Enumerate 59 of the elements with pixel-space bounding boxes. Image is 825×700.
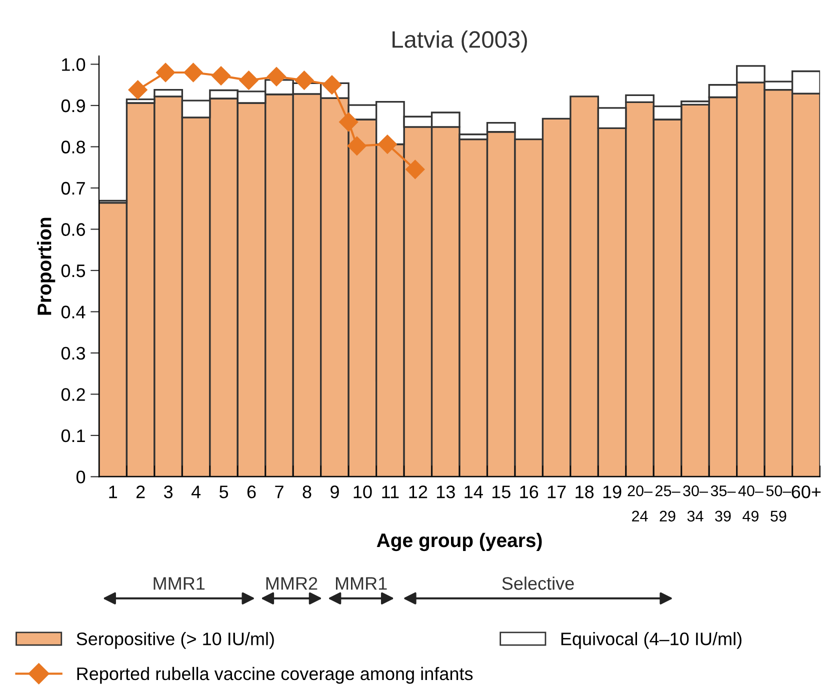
x-axis-title: Age group (years) [376,532,542,552]
x-tick-label: 17 [548,486,566,498]
y-tick-label: 0.8 [61,140,86,154]
point [128,80,148,100]
y-axis-title: Proportion [37,218,56,315]
point [322,75,342,94]
x-tick-label: 20– 24 [628,485,653,522]
x-tick-label: 2 [136,486,145,498]
y-tick-label: 0.5 [61,264,86,278]
point [239,70,258,90]
y-tick-label: 0.3 [61,346,86,360]
point [294,70,314,90]
x-tick-label: 13 [436,486,455,498]
x-tick-label: 6 [247,486,256,498]
x-tick-label: 7 [275,486,284,498]
point [211,66,231,86]
x-tick-label: 9 [330,486,339,498]
y-tick-label: 0.1 [61,429,85,442]
point [156,62,176,82]
text: MMR1 [154,577,205,590]
x-tick-label: 50– 59 [766,485,792,522]
y-tick-label: 0.7 [61,182,85,195]
point [406,160,425,179]
legend-label: Reported rubella vaccine coverage among infants [77,666,473,684]
y-tick-label: 0.2 [61,388,85,401]
point [184,62,203,82]
point [339,112,358,132]
x-tick-label: 19 [603,486,622,498]
text: Selective [502,576,574,590]
x-tick-label: 11 [382,486,399,498]
x-tick-label: 3 [164,486,173,498]
x-tick-label: 8 [302,486,312,498]
x-tick-label: 16 [520,486,538,498]
x-tick-label: 15 [492,486,510,498]
x-tick-label: 5 [220,486,228,498]
x-tick-label: 25– 29 [656,485,680,522]
point [378,134,397,154]
x-tick-label: 1 [109,486,118,498]
legend-label: Seropositive (> 10 IU/ml) [76,632,274,649]
y-tick-label: 0.6 [61,223,86,236]
y-tick-label: 0.9 [61,99,85,112]
x-tick-label: 40– 49 [738,485,764,522]
y-tick-label: 1.0 [62,58,86,71]
text: MMR1 [336,577,387,590]
x-tick-label: 4 [191,486,201,498]
x-tick-label: 12 [409,486,428,498]
legend-label: Equivocal (4–10 IU/ml) [561,632,742,649]
x-tick-label: 30– 34 [683,485,708,522]
y-tick-label: 0.4 [61,306,86,318]
x-tick-label: 10 [354,486,372,498]
x-tick-label: 60+ [792,486,821,498]
chart-title: Latvia (2003) [392,30,527,53]
point [347,136,366,156]
x-tick-label: 35– 39 [710,485,736,522]
text: MMR2 [266,577,318,590]
point [266,67,286,86]
x-tick-label: 14 [464,486,483,498]
x-tick-label: 18 [576,486,594,498]
y-tick-label: 0 [76,470,86,484]
